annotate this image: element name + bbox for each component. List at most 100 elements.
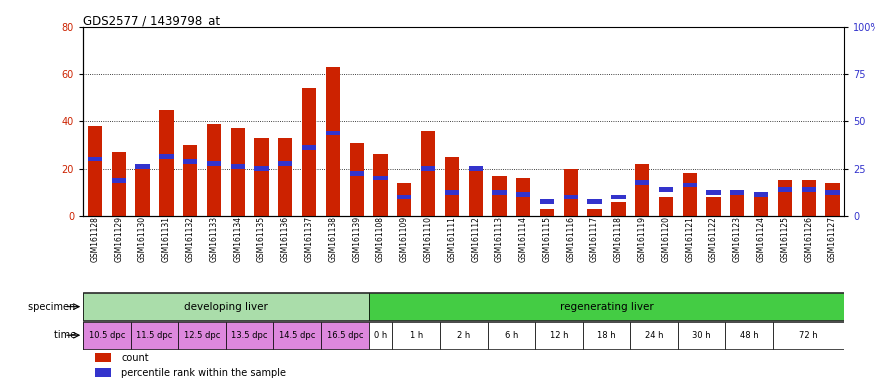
Bar: [183, 145, 198, 216]
Bar: [421, 166, 435, 171]
Bar: [587, 199, 602, 204]
Bar: [493, 175, 507, 216]
Text: GSM161138: GSM161138: [328, 216, 338, 262]
Bar: [83, 321, 130, 349]
Bar: [612, 202, 626, 216]
Bar: [754, 192, 768, 197]
Text: developing liver: developing liver: [184, 302, 268, 312]
Bar: [374, 154, 388, 216]
Bar: [255, 138, 269, 216]
Bar: [587, 209, 602, 216]
Text: 2 h: 2 h: [457, 331, 471, 340]
Bar: [321, 321, 368, 349]
Bar: [773, 321, 844, 349]
Text: GSM161112: GSM161112: [471, 216, 480, 262]
Text: GSM161118: GSM161118: [614, 216, 623, 262]
Bar: [206, 161, 221, 166]
Bar: [778, 187, 792, 192]
Bar: [778, 180, 792, 216]
Text: GSM161117: GSM161117: [590, 216, 599, 262]
Text: 12 h: 12 h: [550, 331, 568, 340]
Bar: [682, 173, 696, 216]
Bar: [136, 164, 150, 169]
Bar: [516, 178, 530, 216]
Bar: [278, 138, 292, 216]
Bar: [802, 187, 816, 192]
Bar: [368, 293, 844, 320]
Bar: [326, 131, 340, 136]
Text: GSM161134: GSM161134: [234, 216, 242, 262]
Bar: [231, 128, 245, 216]
Text: GSM161120: GSM161120: [662, 216, 670, 262]
Text: GSM161133: GSM161133: [209, 216, 219, 262]
Text: 72 h: 72 h: [800, 331, 818, 340]
Bar: [350, 142, 364, 216]
Bar: [731, 195, 745, 216]
Text: 6 h: 6 h: [505, 331, 518, 340]
Bar: [302, 88, 316, 216]
Text: GSM161126: GSM161126: [804, 216, 813, 262]
Text: 14.5 dpc: 14.5 dpc: [279, 331, 315, 340]
Bar: [112, 152, 126, 216]
Bar: [635, 164, 649, 216]
Bar: [136, 166, 150, 216]
Text: 0 h: 0 h: [374, 331, 387, 340]
Bar: [397, 195, 411, 199]
Bar: [374, 175, 388, 180]
Text: GSM161139: GSM161139: [353, 216, 361, 262]
Bar: [112, 178, 126, 183]
Bar: [825, 183, 840, 216]
Text: specimen: specimen: [28, 302, 79, 312]
Text: GSM161131: GSM161131: [162, 216, 171, 262]
Bar: [564, 169, 578, 216]
Bar: [659, 187, 673, 192]
Bar: [206, 124, 221, 216]
Bar: [612, 195, 626, 199]
Text: GDS2577 / 1439798_at: GDS2577 / 1439798_at: [83, 14, 220, 27]
Text: 16.5 dpc: 16.5 dpc: [326, 331, 363, 340]
Bar: [255, 166, 269, 171]
Bar: [273, 321, 321, 349]
Bar: [536, 321, 583, 349]
Text: GSM161111: GSM161111: [447, 216, 457, 262]
Text: GSM161121: GSM161121: [685, 216, 694, 262]
Bar: [88, 157, 102, 161]
Bar: [440, 321, 487, 349]
Bar: [706, 190, 721, 195]
Bar: [159, 154, 173, 159]
Bar: [802, 180, 816, 216]
Text: GSM161124: GSM161124: [757, 216, 766, 262]
Bar: [564, 195, 578, 199]
Bar: [392, 321, 440, 349]
Text: GSM161109: GSM161109: [400, 216, 409, 262]
Bar: [444, 157, 459, 216]
Bar: [94, 353, 111, 362]
Bar: [468, 166, 483, 171]
Text: GSM161127: GSM161127: [828, 216, 837, 262]
Text: 13.5 dpc: 13.5 dpc: [231, 331, 268, 340]
Bar: [397, 183, 411, 216]
Text: 10.5 dpc: 10.5 dpc: [88, 331, 125, 340]
Bar: [444, 190, 459, 195]
Text: 18 h: 18 h: [597, 331, 616, 340]
Bar: [278, 161, 292, 166]
Text: GSM161110: GSM161110: [424, 216, 432, 262]
Text: GSM161108: GSM161108: [376, 216, 385, 262]
Bar: [231, 164, 245, 169]
Text: GSM161135: GSM161135: [257, 216, 266, 262]
Bar: [421, 131, 435, 216]
Bar: [731, 190, 745, 195]
Text: 12.5 dpc: 12.5 dpc: [184, 331, 220, 340]
Bar: [178, 321, 226, 349]
Bar: [350, 171, 364, 175]
Bar: [630, 321, 678, 349]
Text: 30 h: 30 h: [692, 331, 711, 340]
Bar: [706, 197, 721, 216]
Text: GSM161137: GSM161137: [304, 216, 313, 262]
Text: GSM161130: GSM161130: [138, 216, 147, 262]
Text: regenerating liver: regenerating liver: [560, 302, 654, 312]
Text: 24 h: 24 h: [645, 331, 663, 340]
Bar: [226, 321, 273, 349]
Bar: [183, 159, 198, 164]
Text: GSM161113: GSM161113: [495, 216, 504, 262]
